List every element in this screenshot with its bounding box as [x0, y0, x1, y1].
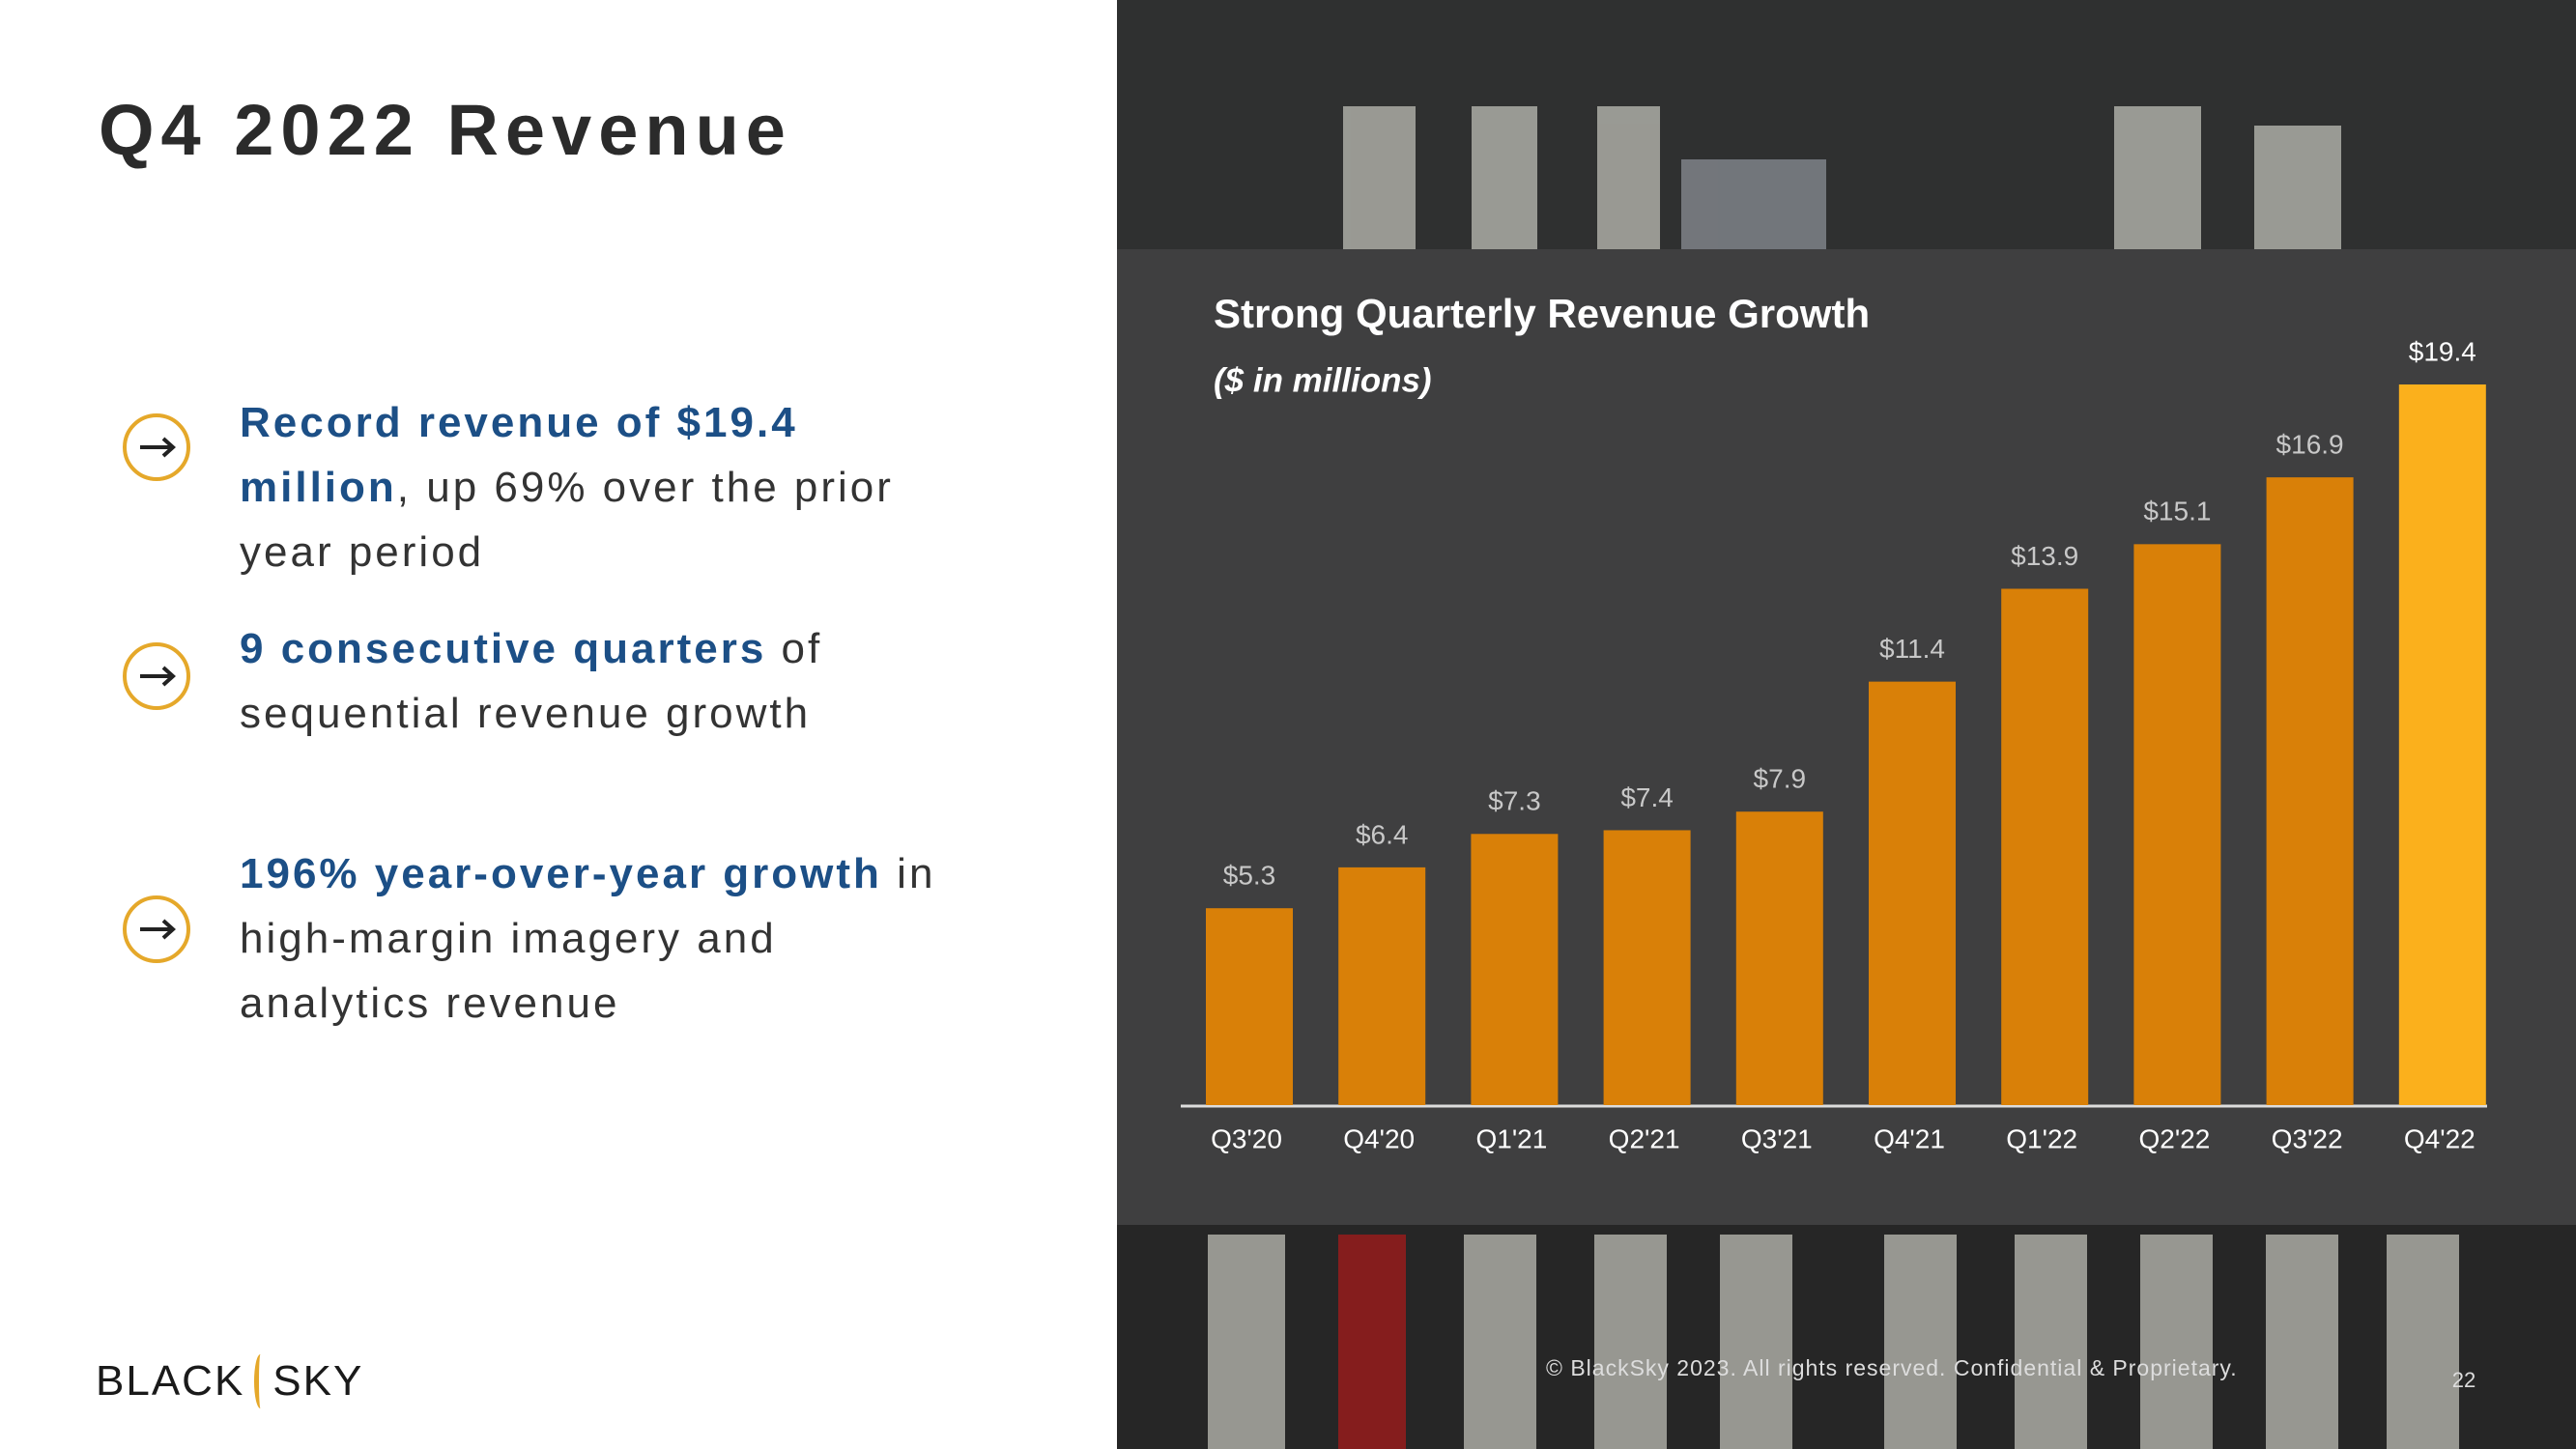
chart-title: Strong Quarterly Revenue Growth	[1214, 291, 1870, 336]
chart-subtitle: ($ in millions)	[1214, 361, 1432, 399]
bullet: Record revenue of $19.4 million, up 69% …	[240, 390, 974, 584]
photo-background	[1117, 0, 2576, 1449]
bullet-bold: 196% year-over-year growth	[240, 850, 882, 897]
slide-title: Q4 2022 Revenue	[99, 90, 792, 170]
logo-text: BLACK	[96, 1357, 245, 1405]
value-label: $11.4	[1879, 634, 1945, 664]
value-label: $7.3	[1488, 786, 1541, 816]
x-tick-label: Q3'20	[1211, 1123, 1282, 1153]
arrow-icon	[123, 895, 190, 963]
bullet-bold: 9 consecutive quarters	[240, 625, 767, 672]
value-label: $16.9	[2276, 430, 2344, 460]
value-label: $6.4	[1356, 819, 1409, 849]
bullet-text: of sequential revenue growth	[240, 625, 823, 737]
bar	[1471, 834, 1559, 1105]
bar	[1869, 681, 1956, 1105]
bar	[1206, 908, 1293, 1105]
bar	[1735, 811, 1823, 1105]
page-number: 22	[2452, 1368, 2476, 1392]
bar	[1603, 830, 1691, 1105]
x-tick-label: Q1'22	[2006, 1123, 2077, 1153]
bar	[1338, 867, 1426, 1105]
x-tick-label: Q2'21	[1609, 1123, 1680, 1153]
x-tick-label: Q4'21	[1874, 1123, 1945, 1153]
x-tick-label: Q4'22	[2404, 1123, 2476, 1153]
value-label: $5.3	[1223, 861, 1276, 891]
value-label: $13.9	[2011, 541, 2078, 571]
arrow-icon	[123, 642, 190, 710]
bullet-icons	[123, 413, 190, 963]
bar	[2398, 384, 2486, 1105]
bar	[2001, 588, 2089, 1105]
arrow-icon	[123, 413, 190, 481]
bar	[2133, 544, 2221, 1105]
bullet: 9 consecutive quarters of sequential rev…	[240, 616, 974, 746]
bullet-bold: Record revenue of $19.4 million	[240, 399, 798, 511]
value-label: $15.1	[2143, 497, 2211, 526]
x-tick-label: Q2'22	[2138, 1123, 2210, 1153]
value-label: $7.4	[1620, 782, 1674, 812]
logo: BLACK SKY	[96, 1354, 363, 1408]
value-label: $7.9	[1754, 764, 1807, 794]
bar	[2266, 477, 2354, 1105]
x-tick-label: Q1'21	[1475, 1123, 1547, 1153]
bullet: 196% year-over-year growth in high-margi…	[240, 841, 974, 1036]
x-tick-label: Q3'21	[1741, 1123, 1813, 1153]
value-label: $19.4	[2409, 336, 2476, 366]
x-tick-label: Q4'20	[1343, 1123, 1415, 1153]
chart: Strong Quarterly Revenue Growth ($ in mi…	[1181, 291, 2487, 1153]
copyright: © BlackSky 2023. All rights reserved. Co…	[1546, 1355, 2238, 1380]
bullet-text: , up 69% over the prior year period	[240, 464, 894, 576]
x-tick-label: Q3'22	[2272, 1123, 2343, 1153]
logo-text: SKY	[272, 1357, 364, 1405]
bullet-text: in high-margin imagery and analytics rev…	[240, 850, 936, 1027]
